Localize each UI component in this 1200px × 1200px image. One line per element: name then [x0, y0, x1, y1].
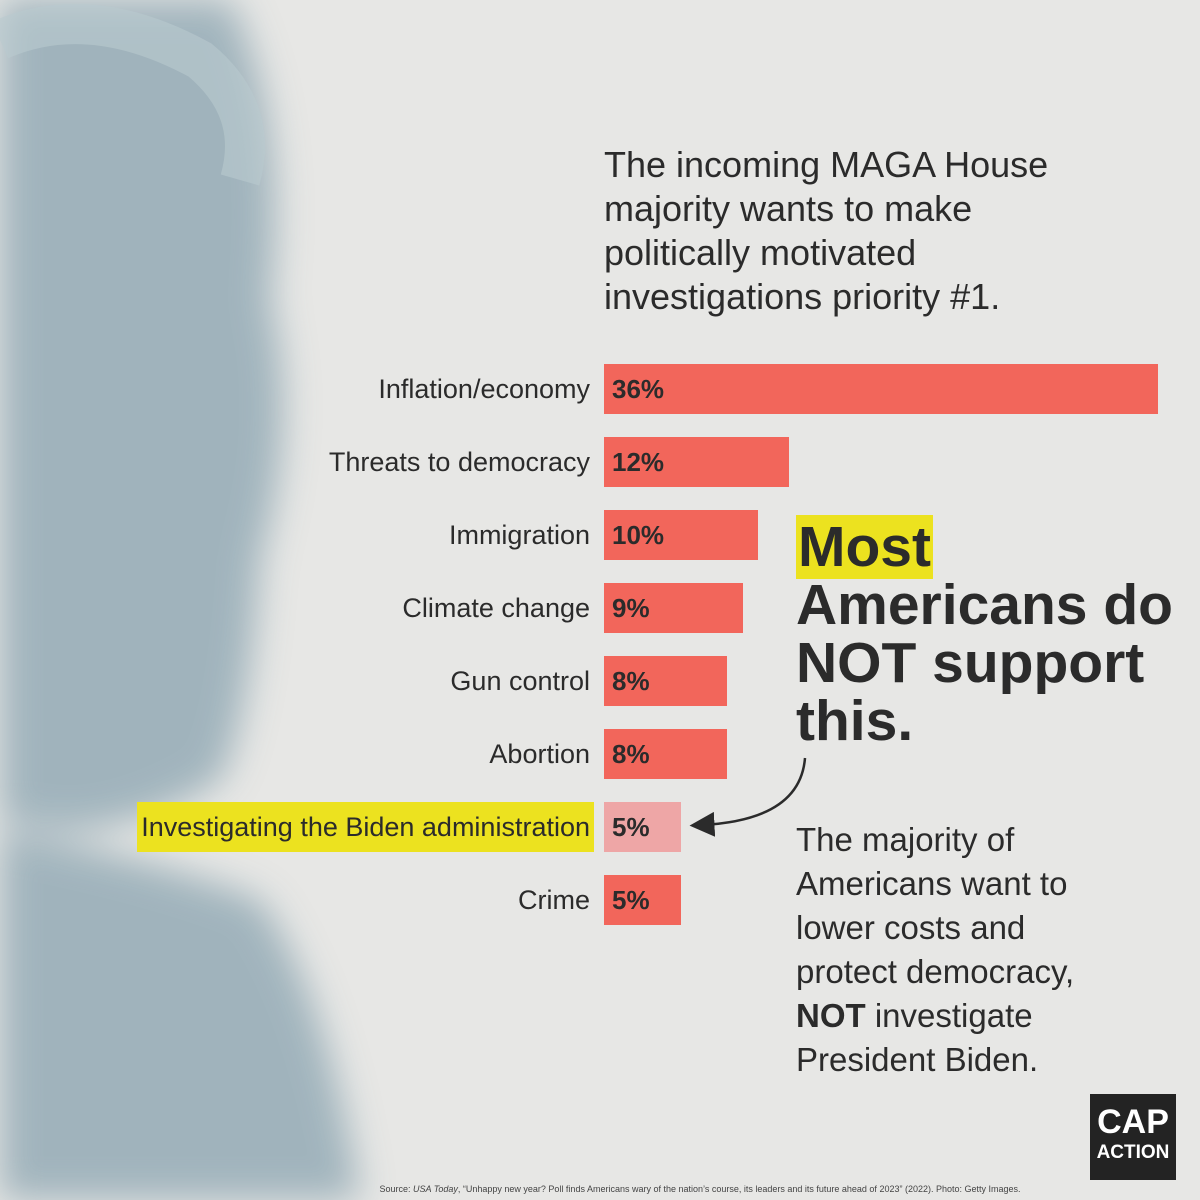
- value-label: 9%: [612, 593, 650, 623]
- callout-text: Americans do NOT support this.: [796, 573, 1173, 753]
- value-label: 5%: [612, 885, 650, 915]
- value-label: 8%: [612, 666, 650, 696]
- note: The majority of Americans want to lower …: [796, 818, 1126, 1082]
- note-text: The majority of Americans want to lower …: [796, 821, 1075, 990]
- portrait: [0, 0, 360, 1200]
- logo-text: CAP: [1097, 1103, 1169, 1141]
- note-text: investigate President Biden.: [796, 997, 1039, 1078]
- logo-text: ACTION: [1096, 1142, 1170, 1163]
- source: Source: USA Today, “Unhappy new year? Po…: [250, 1184, 1150, 1194]
- source-text: , “Unhappy new year? Poll finds American…: [457, 1184, 1021, 1194]
- value-label: 12%: [612, 447, 665, 477]
- category-label: Investigating the Biden administration: [137, 802, 594, 852]
- category-label: Inflation/economy: [378, 374, 590, 404]
- category-label: Gun control: [450, 666, 590, 696]
- callout-highlight: Most: [796, 515, 933, 579]
- source-text: Source:: [379, 1184, 411, 1194]
- arrow: [689, 757, 807, 837]
- logo: CAP ACTION: [1090, 1094, 1176, 1180]
- bar: [604, 437, 789, 487]
- bar: [604, 364, 1158, 414]
- bar: [604, 802, 681, 852]
- value-label: 36%: [612, 374, 665, 404]
- chart-title: The incoming MAGA House majority wants t…: [604, 144, 1049, 317]
- category-label: Threats to democracy: [328, 447, 590, 477]
- bar: [604, 875, 681, 925]
- bar: [604, 510, 758, 560]
- callout: Most Americans do NOT support this.: [796, 515, 1186, 753]
- category-label: Abortion: [489, 739, 590, 769]
- bar: [604, 656, 728, 706]
- value-label: 10%: [612, 520, 665, 550]
- category-label: Crime: [518, 885, 590, 915]
- category-label: Climate change: [402, 593, 590, 623]
- source-publication: USA Today: [413, 1184, 458, 1194]
- value-label: 5%: [612, 812, 650, 842]
- value-label: 8%: [612, 739, 650, 769]
- note-bold: NOT: [796, 997, 866, 1034]
- category-label: Immigration: [448, 520, 590, 550]
- bar: [604, 583, 743, 633]
- bar: [604, 729, 728, 779]
